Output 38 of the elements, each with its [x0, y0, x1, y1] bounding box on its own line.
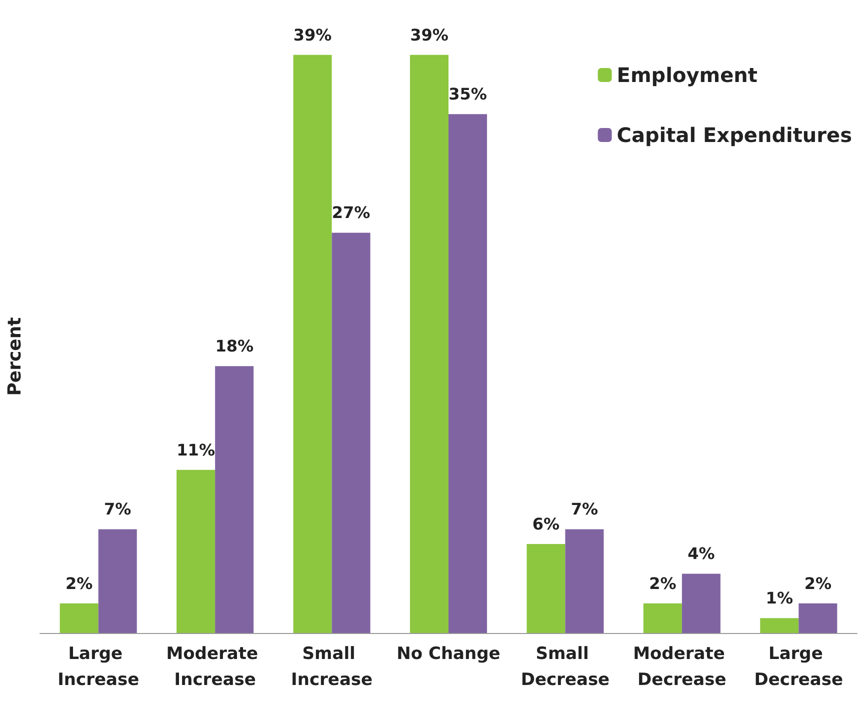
x-tick-label: Small Decrease: [520, 644, 610, 690]
bar: [60, 603, 98, 633]
x-tick-label: Moderate Decrease: [633, 644, 731, 690]
bar: [643, 603, 682, 633]
x-tick-label: Moderate Increase: [166, 644, 264, 690]
bar: [682, 574, 720, 633]
data-label: 2%: [804, 574, 832, 593]
bar: [410, 54, 448, 633]
data-label: 27%: [332, 203, 370, 222]
bar: [448, 114, 488, 633]
data-label: 4%: [688, 544, 715, 564]
data-label: 39%: [293, 25, 332, 44]
data-label: 18%: [215, 336, 254, 356]
data-label: 11%: [176, 440, 215, 460]
x-tick-label: Large Decrease: [754, 644, 844, 690]
bar: [215, 366, 254, 633]
x-tick-label: No Change: [396, 644, 500, 664]
legend-label: Employment: [616, 63, 758, 87]
data-label: 7%: [104, 500, 132, 519]
bar: [798, 603, 838, 633]
bar: [565, 529, 604, 633]
data-label: 1%: [766, 588, 793, 608]
legend-label: Capital Expenditures: [616, 123, 852, 147]
bar: [526, 544, 566, 633]
data-label: 6%: [532, 514, 560, 534]
data-label: 35%: [448, 84, 487, 104]
bar: [760, 618, 799, 633]
data-label: 7%: [570, 500, 598, 519]
data-label: 39%: [410, 25, 448, 44]
bar: [293, 54, 332, 633]
y-axis-title: Percent: [4, 316, 26, 396]
data-label: 2%: [66, 574, 93, 593]
bar: [332, 232, 370, 633]
x-tick-label: Small Increase: [291, 644, 373, 690]
bar: [98, 529, 137, 633]
x-tick-label: Large Increase: [58, 644, 140, 690]
bar: [176, 470, 216, 633]
data-label: 2%: [649, 574, 676, 593]
